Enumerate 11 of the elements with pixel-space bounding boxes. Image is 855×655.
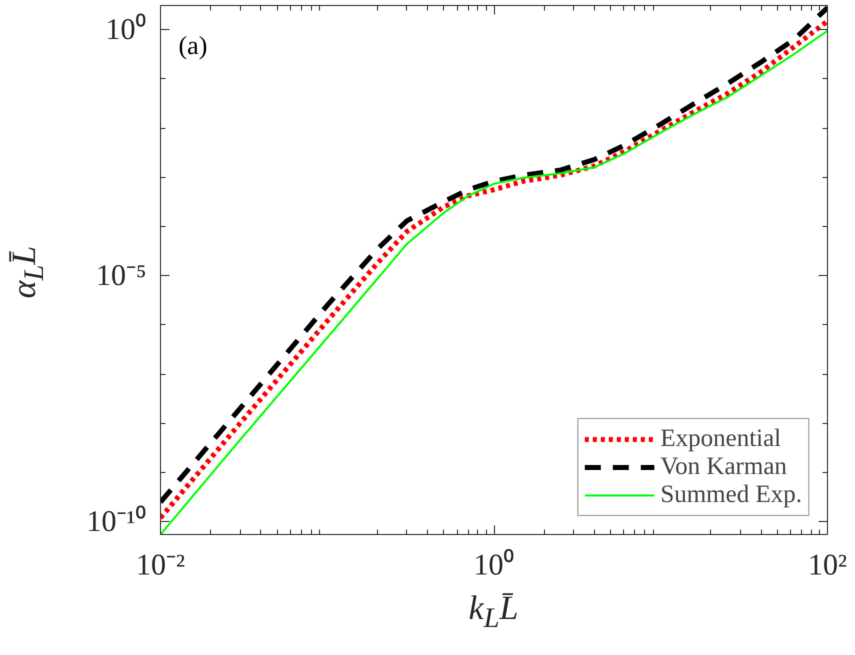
y-tick-label: 10⁰ (106, 13, 146, 46)
x-tick-label: 10² (808, 548, 848, 582)
y-tick-label: 10⁻⁵ (96, 259, 147, 292)
legend-label: Von Karman (660, 453, 787, 481)
legend-label: Exponential (660, 425, 782, 453)
annotation: (a) (178, 31, 208, 60)
legend-label: Summed Exp. (660, 481, 802, 509)
x-tick-label: 10⁻² (136, 548, 186, 582)
x-axis-title: k$_{L}$L̄ (468, 589, 520, 636)
x-tick-label: 10⁰ (474, 548, 514, 582)
y-tick-label: 10⁻¹⁰ (86, 505, 147, 538)
